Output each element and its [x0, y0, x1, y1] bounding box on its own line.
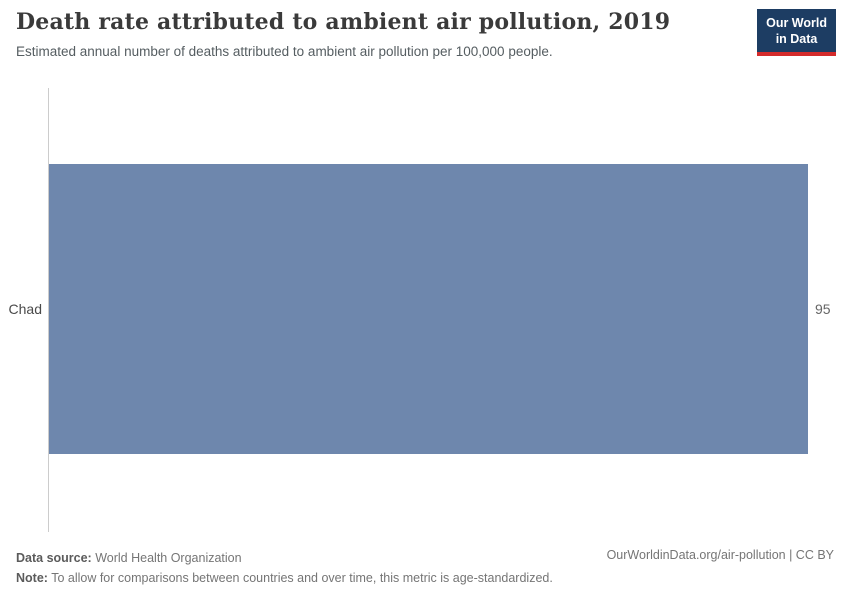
- note-text: To allow for comparisons between countri…: [51, 571, 553, 585]
- bar-row-chad: Chad 95: [0, 164, 850, 454]
- chart-title: Death rate attributed to ambient air pol…: [16, 9, 671, 35]
- owid-logo-line2: in Data: [775, 31, 818, 46]
- note-line: Note: To allow for comparisons between c…: [16, 568, 553, 588]
- note-label: Note:: [16, 571, 48, 585]
- category-label: Chad: [8, 301, 42, 317]
- plot-area: [49, 164, 808, 454]
- owid-logo[interactable]: Our World in Data: [757, 9, 836, 57]
- header-text-block: Death rate attributed to ambient air pol…: [16, 9, 670, 59]
- owid-logo-line1: Our World: [766, 16, 827, 30]
- bar-chad[interactable]: [49, 164, 808, 454]
- chart-footer: Data source: World Health Organization N…: [16, 548, 834, 588]
- footer-notes: Data source: World Health Organization N…: [16, 548, 553, 588]
- chart-header: Death rate attributed to ambient air pol…: [16, 9, 836, 59]
- data-source-value: World Health Organization: [95, 551, 242, 565]
- data-source-line: Data source: World Health Organization: [16, 548, 553, 568]
- y-axis-line: [48, 88, 49, 532]
- chart-subtitle: Estimated annual number of deaths attrib…: [16, 44, 553, 60]
- bar-chart: Chad 95: [0, 88, 850, 532]
- owid-license-link[interactable]: OurWorldinData.org/air-pollution | CC BY: [606, 548, 834, 562]
- value-label: 95: [815, 301, 831, 317]
- data-source-label: Data source:: [16, 551, 92, 565]
